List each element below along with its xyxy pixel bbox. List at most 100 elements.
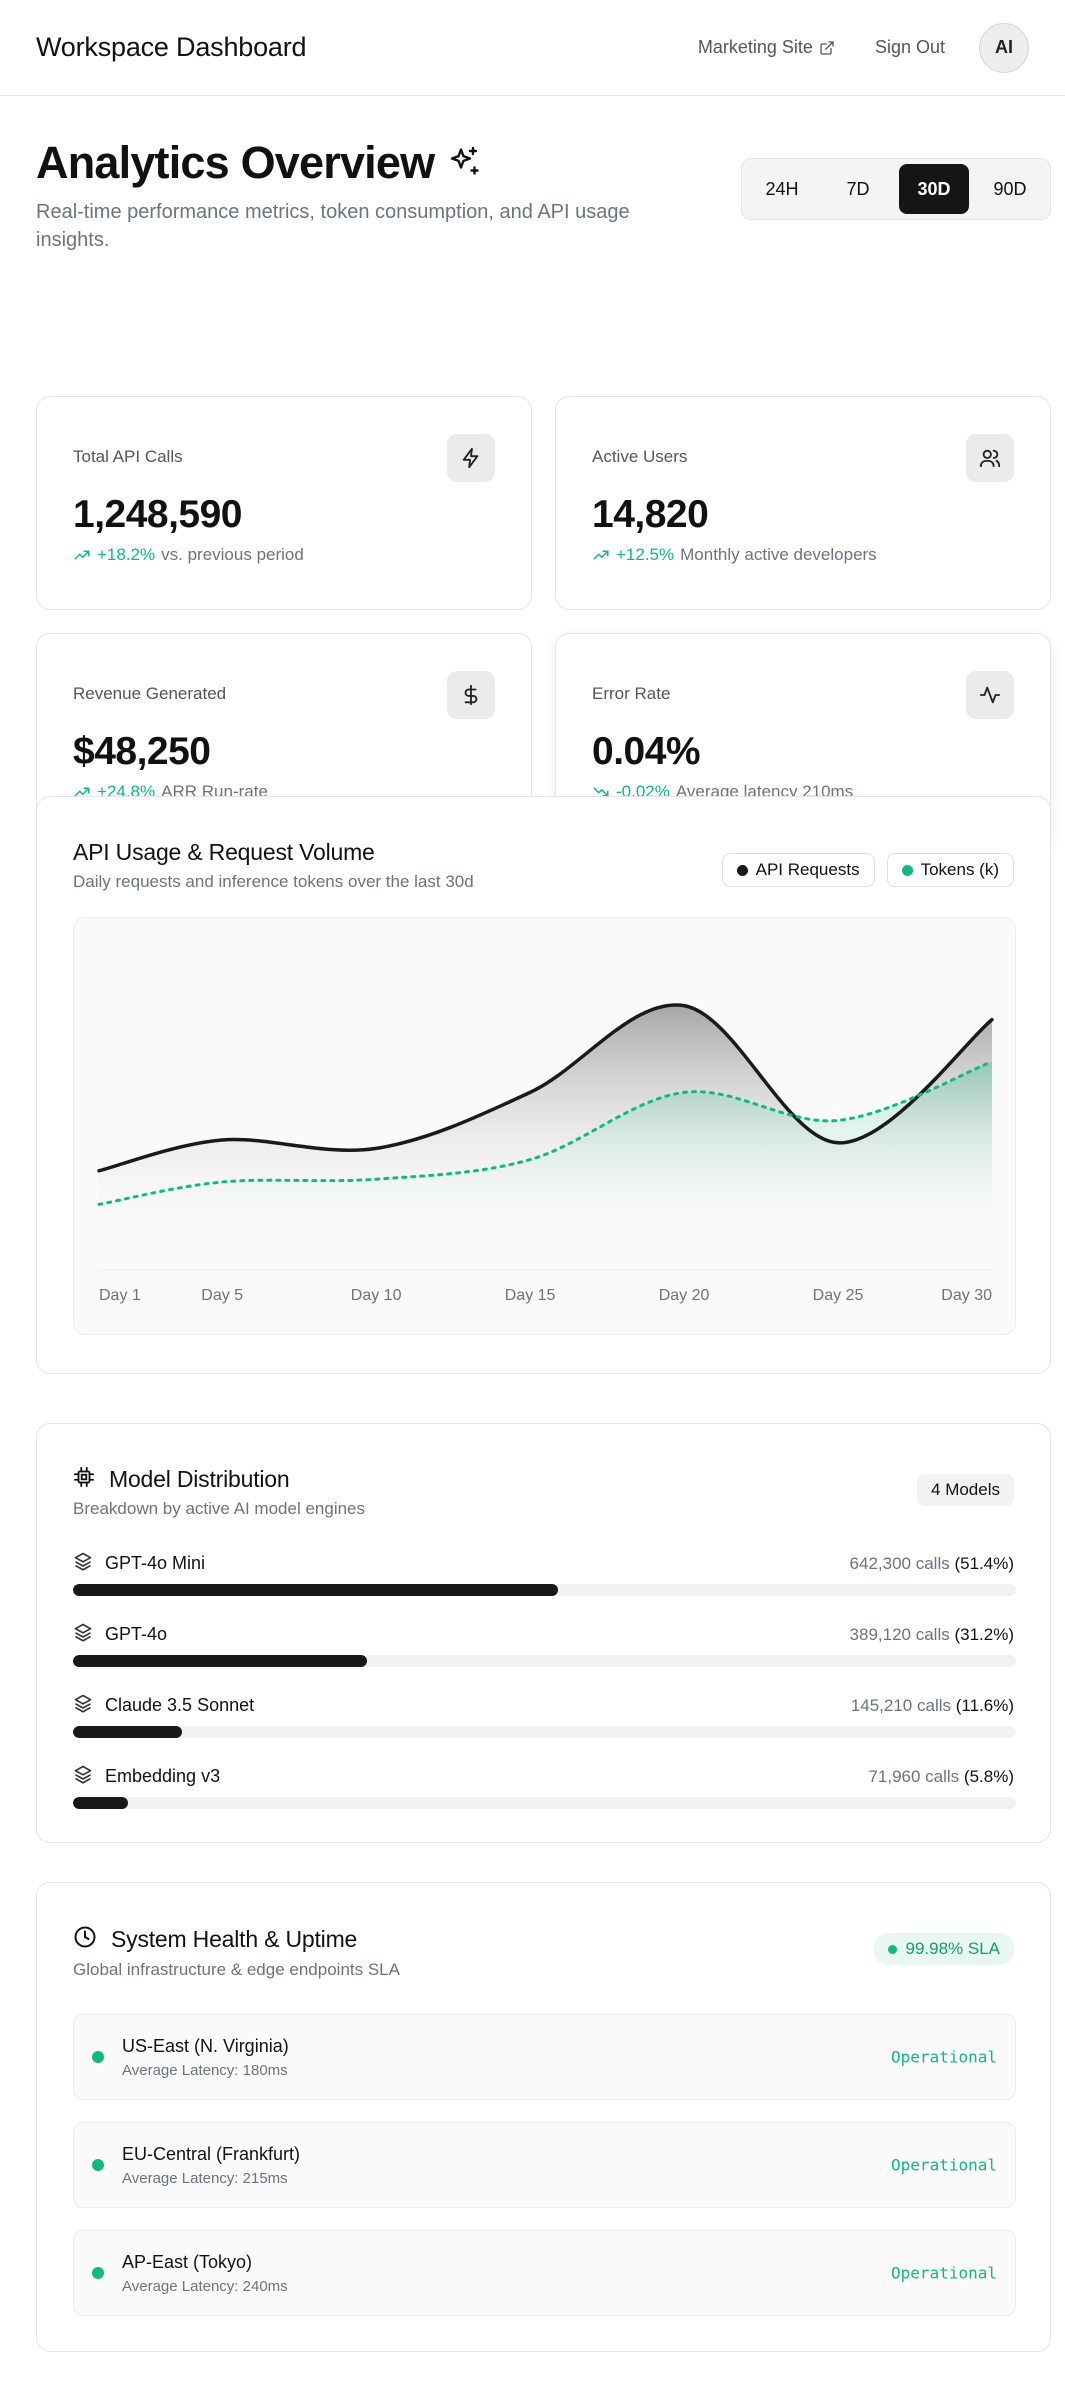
system-health-card: System Health & Uptime Global infrastruc… [36,1882,1051,2352]
time-range-selector: 24H 7D 30D 90D [741,158,1051,220]
model-bar-track [73,1655,1016,1667]
layers-icon [73,1551,93,1576]
range-90d-button[interactable]: 90D [993,178,1027,199]
region-row[interactable]: US-East (N. Virginia) Average Latency: 1… [73,2014,1016,2100]
kpi-value: 1,248,590 [73,493,243,536]
model-bar-fill [73,1726,183,1738]
legend-label: API Requests [755,860,860,879]
status-dot [92,2051,104,2063]
trending-up-icon [592,546,610,564]
model-bar-track [73,1584,1016,1596]
nav-actions: Marketing Site Sign Out AI [698,22,1029,73]
series-line-requests [97,1003,994,1173]
status-dot [92,2159,104,2171]
layers-icon [73,1622,93,1647]
legend-api-requests[interactable]: API Requests [721,853,875,887]
model-distribution-card: Model Distribution Breakdown by active A… [36,1423,1051,1843]
kpi-label: Active Users [592,447,688,466]
avatar[interactable]: AI [979,22,1029,73]
region-latency: Average Latency: 240ms [122,2277,288,2295]
users-icon [966,434,1014,482]
model-row: Claude 3.5 Sonnet 145,210 calls (11.6%) [73,1693,1016,1738]
top-nav: Workspace Dashboard Marketing Site Sign … [0,0,1065,96]
sparkles-icon [446,145,482,181]
region-name: EU-Central (Frankfurt) [122,2143,301,2164]
kpi-card-total-api-calls: Total API Calls 1,248,590 +18.2% vs. pre… [36,396,532,610]
x-tick-label: Day 15 [505,1287,556,1304]
model-list: GPT-4o Mini 642,300 calls (51.4%) GPT-4o… [73,1551,1016,1809]
page-title: Analytics Overview [36,137,435,188]
cpu-icon [73,1466,95,1493]
model-name: GPT-4o Mini [105,1553,206,1573]
model-row: GPT-4o Mini 642,300 calls (51.4%) [73,1551,1016,1596]
region-row[interactable]: EU-Central (Frankfurt) Average Latency: … [73,2122,1016,2208]
kpi-delta: +18.2% [97,545,156,564]
kpi-label: Error Rate [592,684,671,703]
usage-chart-plot: Day 1 Day 5 Day 10 Day 15 Day 20 Day 25 Day 30 [73,917,1016,1335]
chart-legend: API Requests Tokens (k) [721,853,1014,887]
model-calls: 642,300 calls [849,1553,950,1573]
page-header: Analytics Overview Real-time performance… [0,96,1065,847]
sla-dot [888,1944,898,1954]
model-bar-track [73,1797,1016,1809]
usage-chart-card: API Usage & Request Volume Daily request… [36,796,1051,1374]
kpi-label: Revenue Generated [73,684,227,703]
sla-badge: 99.98% SLA [874,1933,1014,1965]
model-bar-fill [73,1584,558,1596]
x-tick-label: Day 20 [659,1287,710,1304]
region-name: AP-East (Tokyo) [122,2251,253,2272]
region-status: Operational [891,2263,997,2283]
brand-title[interactable]: Workspace Dashboard [36,32,307,62]
model-row: GPT-4o 389,120 calls (31.2%) [73,1622,1016,1667]
x-tick-label: Day 25 [813,1287,864,1304]
model-distribution-subtitle: Breakdown by active AI model engines [73,1499,366,1518]
kpi-value: $48,250 [73,730,211,773]
region-status: Operational [891,2047,997,2067]
x-tick-label: Day 30 [941,1287,992,1304]
range-7d-button[interactable]: 7D [846,178,870,199]
region-name: US-East (N. Virginia) [122,2035,289,2056]
model-pct: (5.8%) [963,1766,1014,1786]
dollar-icon [447,671,495,719]
range-24h-button[interactable]: 24H [765,178,799,199]
model-bar-track [73,1726,1016,1738]
model-row: Embedding v3 71,960 calls (5.8%) [73,1764,1016,1809]
system-health-subtitle: Global infrastructure & edge endpoints S… [73,1960,400,1979]
region-status: Operational [891,2155,997,2175]
model-name: Embedding v3 [105,1766,221,1786]
model-calls: 389,120 calls [849,1624,950,1644]
x-tick-label: Day 1 [99,1287,141,1304]
region-row[interactable]: AP-East (Tokyo) Average Latency: 240ms O… [73,2230,1016,2316]
external-link-icon [819,40,835,56]
x-tick-label: Day 5 [201,1287,243,1304]
region-latency: Average Latency: 215ms [122,2169,288,2187]
kpi-value: 14,820 [592,493,709,536]
model-pct: (11.6%) [955,1695,1014,1715]
model-pct: (31.2%) [954,1624,1014,1644]
series-line-tokens [97,1060,994,1206]
zap-icon [447,434,495,482]
model-distribution-title: Model Distribution [109,1466,290,1492]
kpi-note: Monthly active developers [680,545,877,564]
status-dot [92,2267,104,2279]
marketing-site-link[interactable]: Marketing Site [698,37,835,58]
trending-down-icon [592,783,610,801]
series-area-tokens [99,1061,992,1238]
legend-tokens[interactable]: Tokens (k) [886,853,1014,887]
range-30d-button[interactable]: 30D [899,164,969,214]
model-name: Claude 3.5 Sonnet [105,1695,255,1715]
trending-up-icon [73,783,91,801]
clock-icon [73,1925,97,1954]
sign-out-button[interactable]: Sign Out [874,37,945,57]
kpi-value: 0.04% [592,730,701,773]
kpi-card-active-users: Active Users 14,820 +12.5% Monthly activ… [555,396,1051,610]
layers-icon [73,1693,93,1718]
usage-chart-svg: Day 1 Day 5 Day 10 Day 15 Day 20 Day 25 Day 30 [97,1003,994,1304]
model-bar-fill [73,1797,128,1809]
legend-dot-requests [736,864,748,876]
system-health-title: System Health & Uptime [111,1926,358,1952]
model-bar-fill [73,1655,368,1667]
usage-chart-title: API Usage & Request Volume [73,839,375,865]
usage-chart-subtitle: Daily requests and inference tokens over… [73,872,474,891]
sla-label: 99.98% SLA [905,1939,1000,1958]
